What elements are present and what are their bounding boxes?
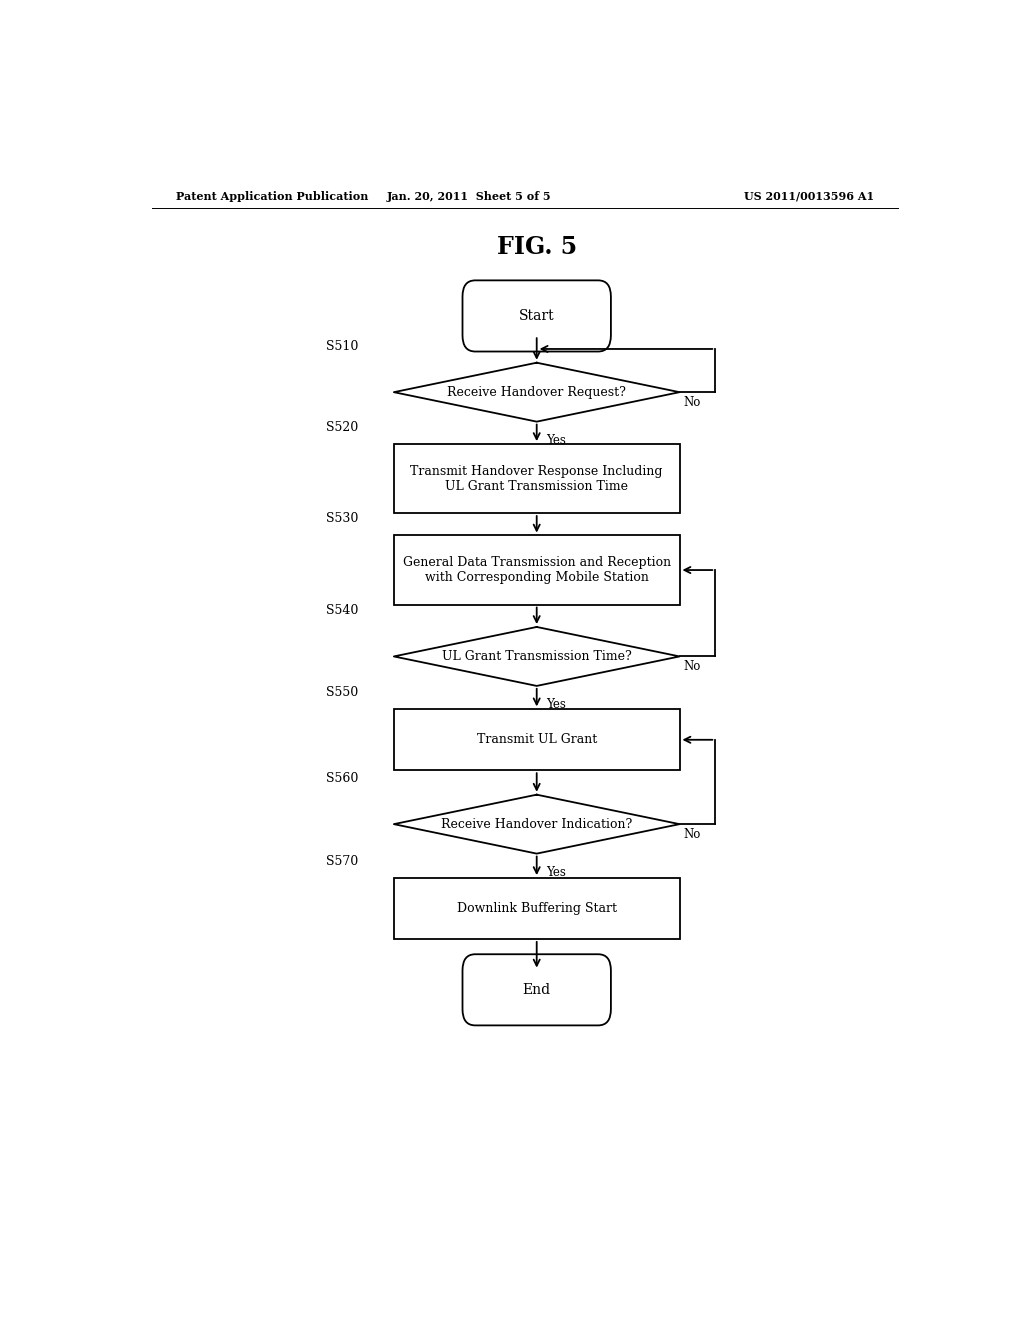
Bar — [394, 878, 680, 939]
Text: Start: Start — [519, 309, 555, 323]
Text: S510: S510 — [326, 339, 358, 352]
Text: S550: S550 — [326, 686, 358, 700]
Text: S560: S560 — [326, 771, 358, 784]
Text: S570: S570 — [326, 855, 358, 867]
Polygon shape — [394, 363, 680, 421]
Text: Patent Application Publication: Patent Application Publication — [176, 190, 368, 202]
Text: FIG. 5: FIG. 5 — [497, 235, 577, 259]
Text: End: End — [522, 983, 551, 997]
Polygon shape — [394, 795, 680, 854]
Bar — [394, 536, 680, 605]
Bar — [394, 444, 680, 513]
Text: S540: S540 — [326, 603, 358, 616]
Text: Yes: Yes — [546, 434, 566, 447]
Text: Jan. 20, 2011  Sheet 5 of 5: Jan. 20, 2011 Sheet 5 of 5 — [387, 190, 552, 202]
Text: S520: S520 — [326, 421, 358, 434]
Text: Transmit Handover Response Including
UL Grant Transmission Time: Transmit Handover Response Including UL … — [411, 465, 663, 492]
FancyBboxPatch shape — [463, 280, 611, 351]
FancyBboxPatch shape — [463, 954, 611, 1026]
Text: Receive Handover Request?: Receive Handover Request? — [447, 385, 626, 399]
Polygon shape — [394, 627, 680, 686]
Text: Downlink Buffering Start: Downlink Buffering Start — [457, 902, 616, 915]
Text: US 2011/0013596 A1: US 2011/0013596 A1 — [743, 190, 873, 202]
Text: Transmit UL Grant: Transmit UL Grant — [476, 734, 597, 746]
Text: No: No — [684, 660, 700, 673]
Text: No: No — [684, 828, 700, 841]
Text: No: No — [684, 396, 700, 409]
Text: Receive Handover Indication?: Receive Handover Indication? — [441, 817, 633, 830]
Text: General Data Transmission and Reception
with Corresponding Mobile Station: General Data Transmission and Reception … — [402, 556, 671, 583]
Text: Yes: Yes — [546, 866, 566, 879]
Text: Yes: Yes — [546, 698, 566, 711]
Text: S530: S530 — [326, 512, 358, 525]
Bar — [394, 709, 680, 771]
Text: UL Grant Transmission Time?: UL Grant Transmission Time? — [441, 649, 632, 663]
